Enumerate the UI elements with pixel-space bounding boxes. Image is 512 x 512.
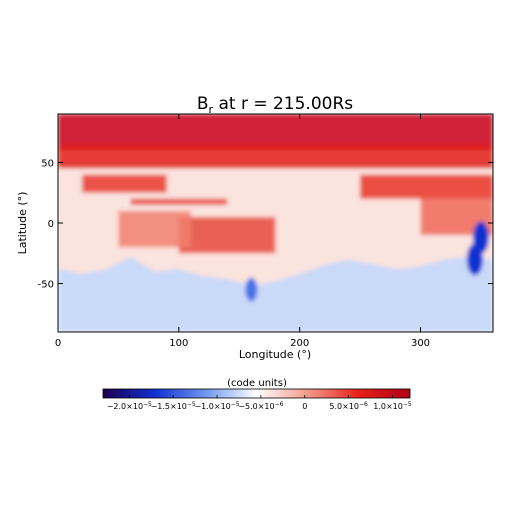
y-tick-label: 0 <box>48 219 54 230</box>
field-blob <box>118 210 191 248</box>
colorbar-tick-label: 5.0×10−6 <box>329 401 368 411</box>
colorbar-tick-label: −5.0×10−6 <box>238 401 283 411</box>
y-axis-label: Latitude (°) <box>16 192 29 255</box>
y-tick-label: 50 <box>41 158 54 169</box>
field-blob <box>360 174 493 199</box>
chart-title: Br at r = 215.00Rs <box>197 94 353 116</box>
colorbar-ticks: −2.0×10−5−1.5×10−5−1.0×10−5−5.0×10−6 0 5.0… <box>107 395 412 411</box>
x-tick-label: 200 <box>290 338 309 349</box>
y-tick-label: -50 <box>38 280 54 291</box>
field-blob <box>130 198 228 205</box>
colorbar <box>102 388 411 399</box>
x-axis-ticks: 0 100 200 300 <box>55 114 430 349</box>
heatmap-field <box>58 114 493 332</box>
colorbar-tick-label: 0 <box>302 402 307 411</box>
x-tick-label: 300 <box>411 338 430 349</box>
field-blob <box>178 216 276 254</box>
negative-patch <box>245 277 258 302</box>
x-tick-label: 100 <box>169 338 188 349</box>
colorbar-tick-label: −1.5×10−5 <box>151 401 196 411</box>
colorbar-tick-label: 1.0×10−5 <box>373 401 412 411</box>
colorbar-tick-label: −2.0×10−5 <box>107 401 152 411</box>
colorbar-tick-label: −1.0×10−5 <box>194 401 239 411</box>
x-axis-label: Longitude (°) <box>239 348 311 361</box>
x-tick-label: 0 <box>55 338 61 349</box>
colorbar-label: (code units) <box>227 378 287 389</box>
y-axis-ticks: 50 0 -50 <box>38 158 493 291</box>
field-blob <box>58 144 493 169</box>
field-blob <box>82 174 167 193</box>
negative-patch <box>466 243 483 276</box>
